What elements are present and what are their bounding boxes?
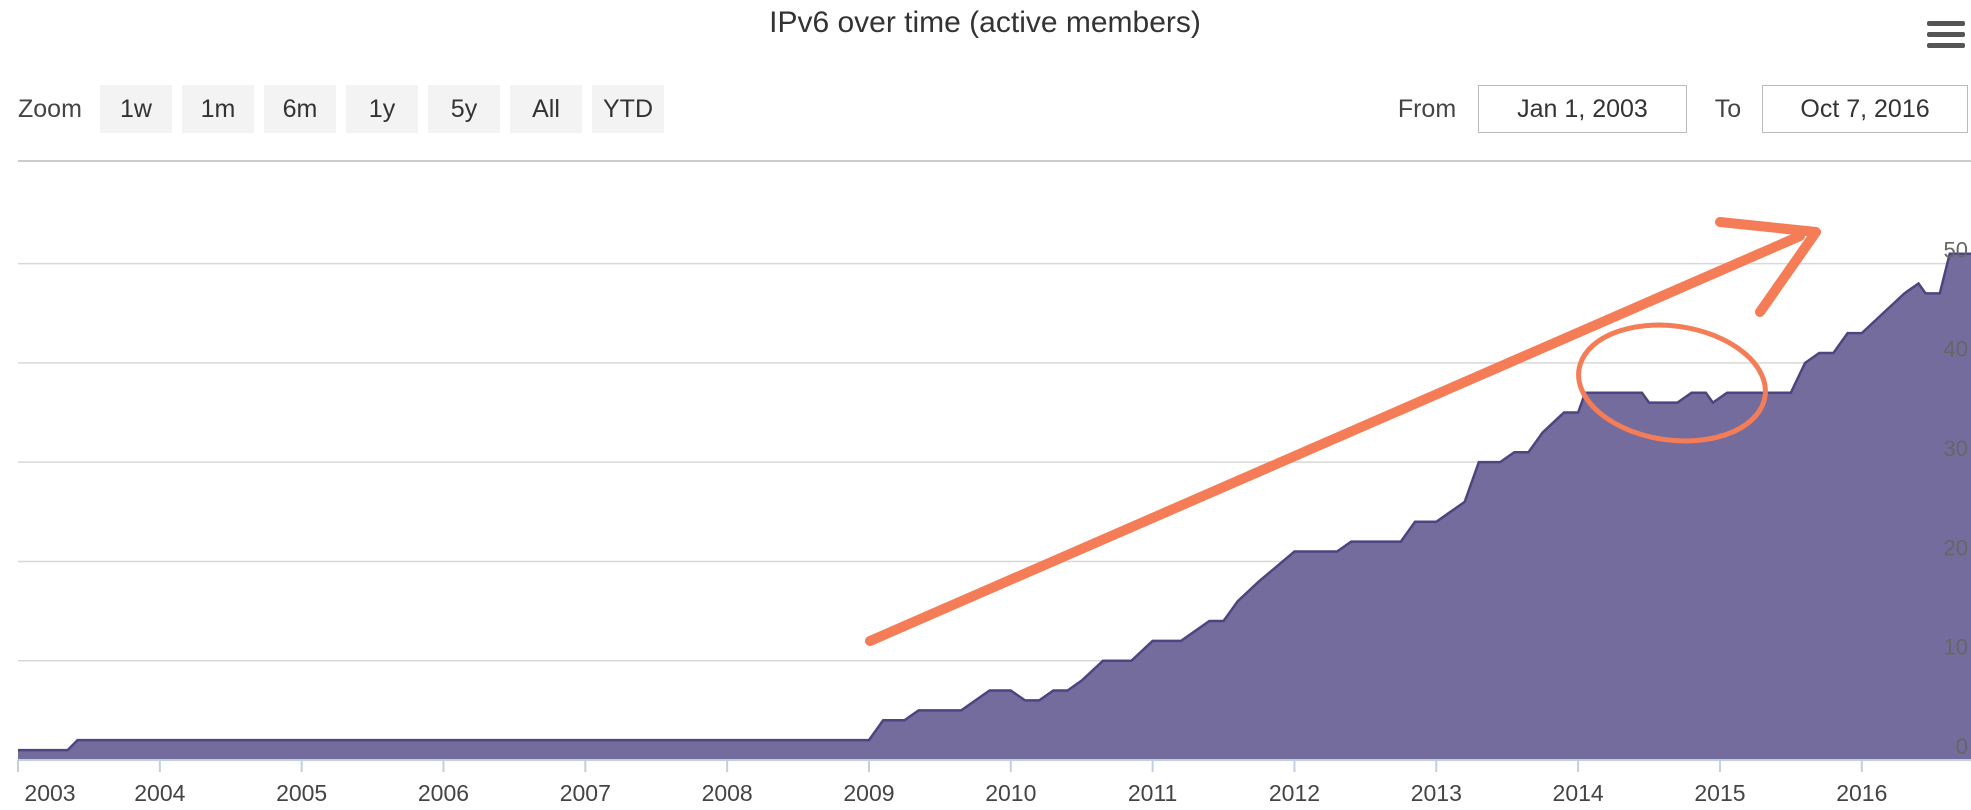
x-tick-label: 2014 bbox=[1553, 780, 1604, 806]
x-tick-label: 2013 bbox=[1411, 780, 1462, 806]
to-label: To bbox=[1705, 85, 1751, 133]
y-tick-label: 0 bbox=[1956, 734, 1968, 759]
y-tick-label: 10 bbox=[1944, 635, 1968, 660]
plot-area: 0 10 20 30 40 50 2003 2004 2005 2006 2007 2008 2009 2… bbox=[18, 237, 1971, 806]
x-tick-label: 2016 bbox=[1836, 780, 1887, 806]
y-tick-label: 40 bbox=[1944, 337, 1968, 362]
zoom-button[interactable]: 1m bbox=[182, 85, 254, 133]
zoom-button[interactable]: All bbox=[510, 85, 582, 133]
chart-title: IPv6 over time (active members) bbox=[769, 6, 1201, 39]
to-input[interactable]: Oct 7, 2016 bbox=[1762, 85, 1968, 133]
x-tick-label: 2011 bbox=[1128, 780, 1177, 806]
zoom-button[interactable]: 5y bbox=[428, 85, 500, 133]
y-tick-label: 30 bbox=[1944, 436, 1968, 461]
zoom-button[interactable]: 1y bbox=[346, 85, 418, 133]
x-tick-label: 2005 bbox=[276, 780, 327, 806]
menu-icon[interactable] bbox=[1927, 21, 1965, 48]
x-tick-label: 2009 bbox=[843, 780, 894, 806]
x-tick-label: 2008 bbox=[702, 780, 753, 806]
x-tick-label: 2006 bbox=[418, 780, 469, 806]
x-tick-label: 2010 bbox=[985, 780, 1036, 806]
zoom-label: Zoom bbox=[18, 85, 92, 133]
zoom-button[interactable]: 6m bbox=[264, 85, 336, 133]
x-tick-label: 2012 bbox=[1269, 780, 1320, 806]
x-tick-label: 2015 bbox=[1694, 780, 1745, 806]
from-label: From bbox=[1390, 85, 1464, 133]
zoom-button[interactable]: 1w bbox=[100, 85, 172, 133]
y-tick-label: 20 bbox=[1944, 535, 1968, 560]
x-tick-label: 2004 bbox=[134, 780, 185, 806]
from-input[interactable]: Jan 1, 2003 bbox=[1478, 85, 1687, 133]
area-fill bbox=[18, 254, 1971, 760]
page: IPv6 over time (active members) 0 10 20 30 4… bbox=[0, 0, 1971, 810]
x-tick-label: 2007 bbox=[560, 780, 611, 806]
zoom-button[interactable]: YTD bbox=[592, 85, 664, 133]
x-tick-label: 2003 bbox=[24, 780, 75, 806]
y-tick-label: 50 bbox=[1944, 237, 1968, 262]
